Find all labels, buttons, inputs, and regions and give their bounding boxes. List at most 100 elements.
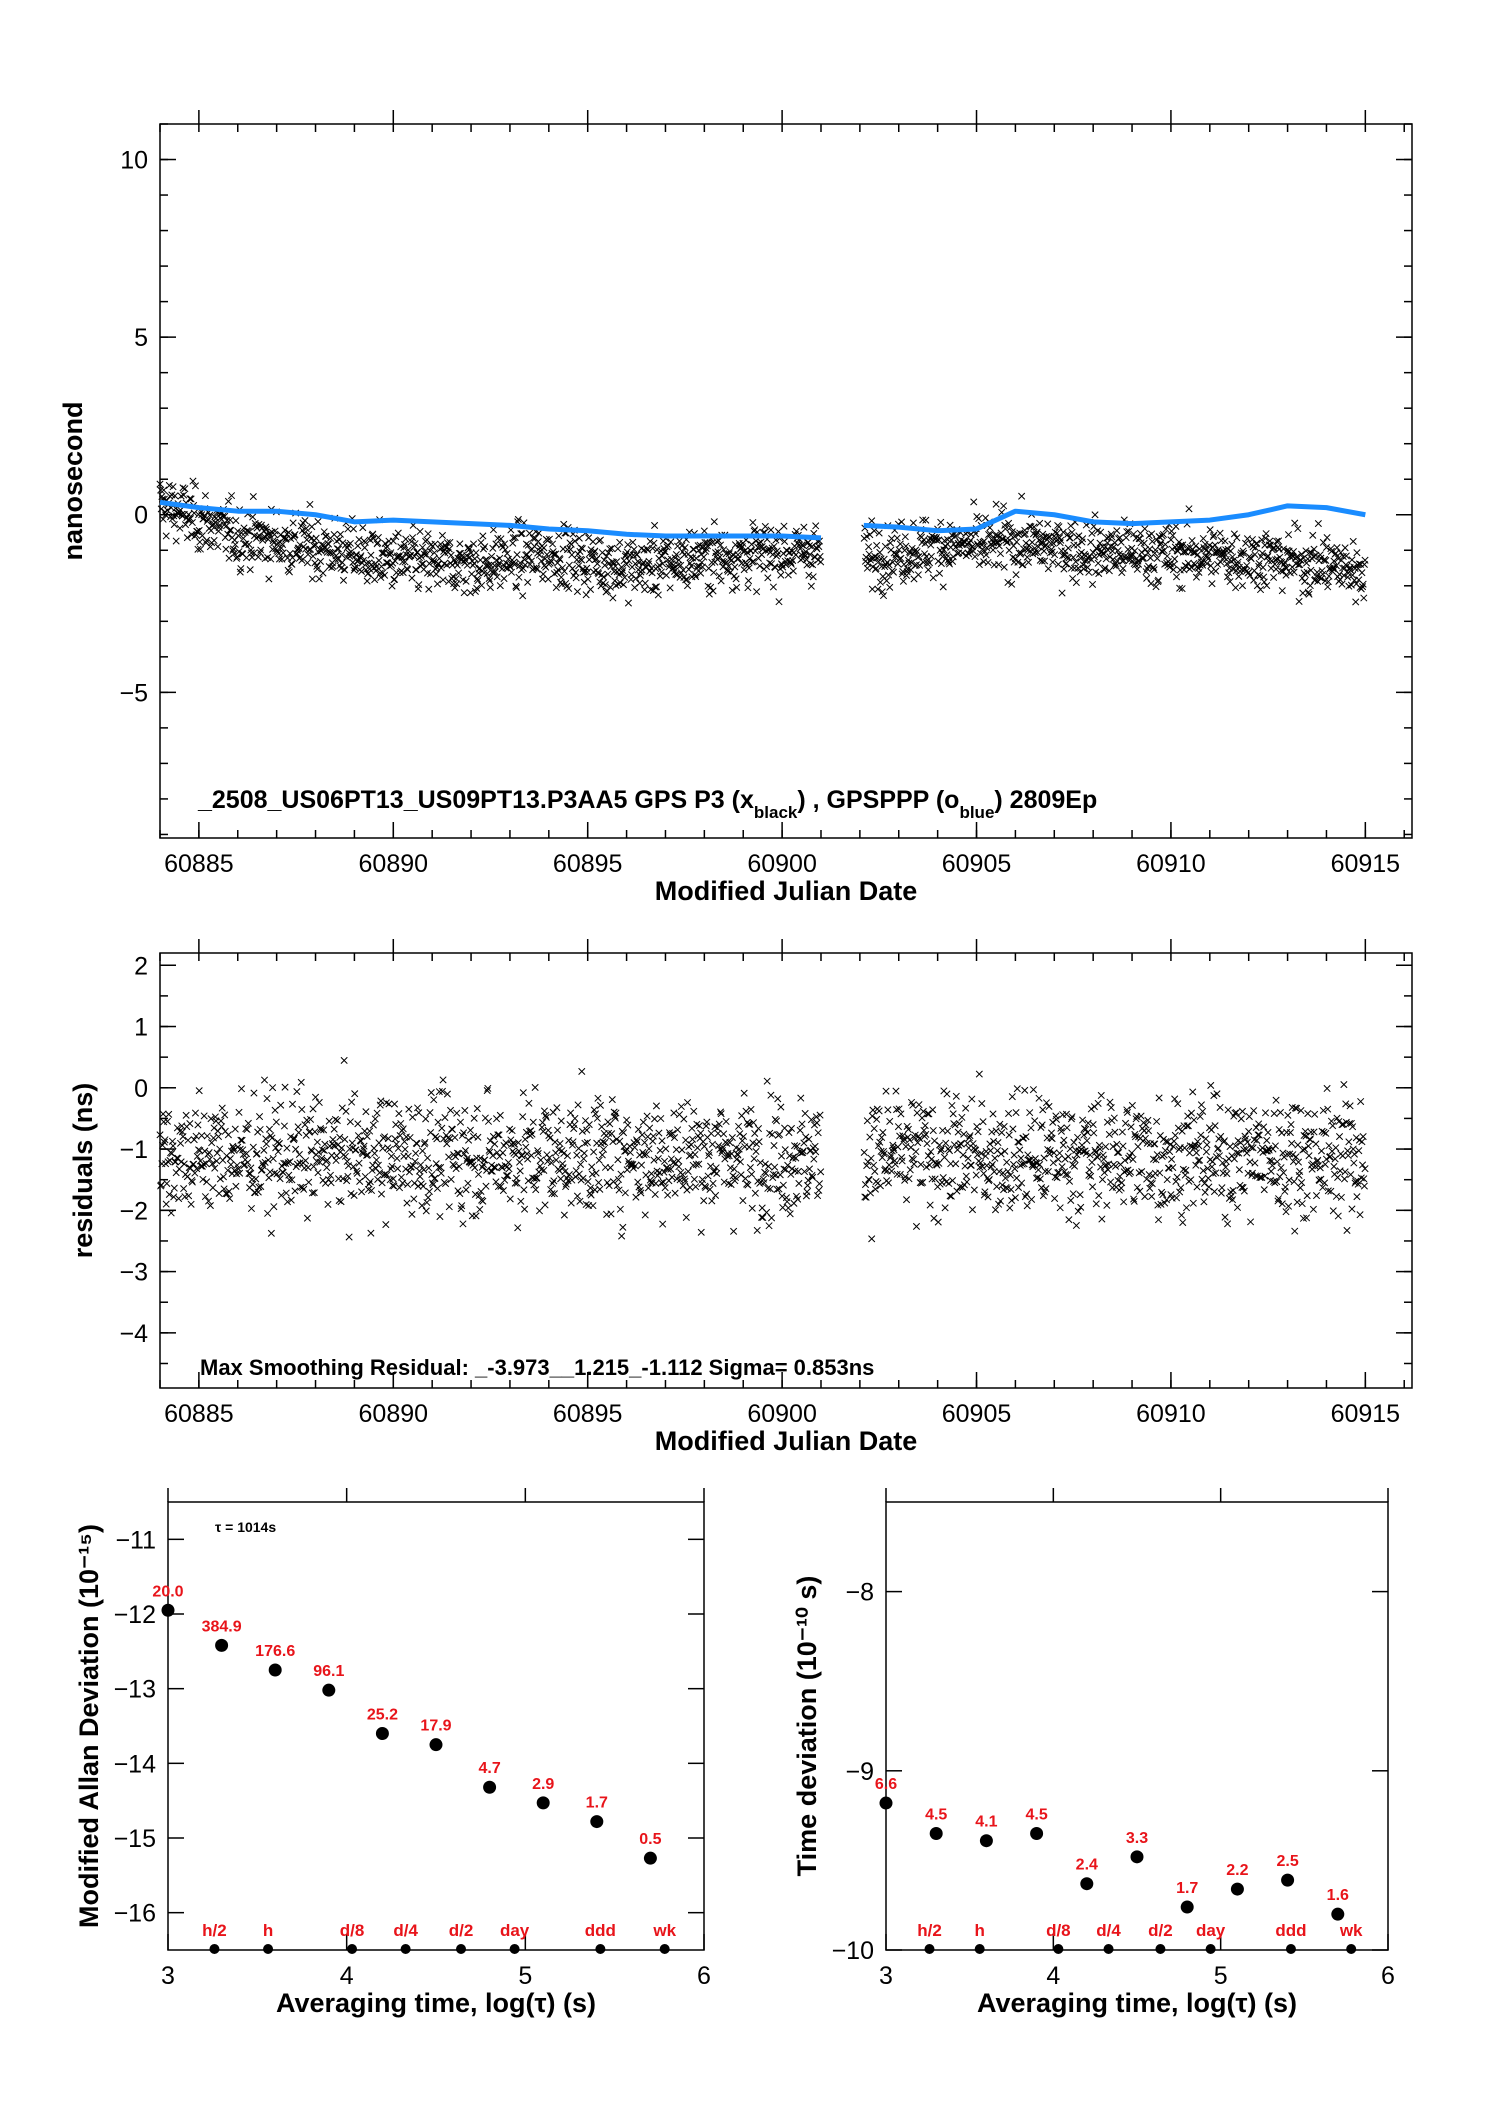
- x-point: [260, 1076, 269, 1084]
- x-point: [1079, 535, 1087, 543]
- x-point: [303, 559, 311, 567]
- x-point: [316, 1158, 324, 1166]
- x-point: [751, 547, 759, 555]
- x-point: [1230, 1155, 1238, 1163]
- x-point: [1011, 1165, 1019, 1173]
- x-point: [291, 1187, 299, 1195]
- x-point: [889, 558, 897, 566]
- x-point: [341, 1135, 349, 1143]
- x-point: [1034, 549, 1042, 557]
- x-point: [608, 1096, 616, 1104]
- x-point: [1122, 534, 1130, 542]
- x-point: [178, 510, 186, 518]
- x-point: [1275, 1195, 1283, 1203]
- x-point: [249, 513, 257, 521]
- x-point: [730, 1227, 738, 1235]
- x-point: [961, 1162, 969, 1170]
- x-point: [1074, 1133, 1082, 1141]
- x-point: [1079, 1116, 1087, 1124]
- marker-dot: [595, 1944, 606, 1954]
- x-point: [702, 547, 710, 555]
- x-point: [502, 1139, 510, 1147]
- x-point: [544, 1157, 552, 1166]
- x-point: [466, 589, 474, 597]
- x-point: [1256, 586, 1265, 594]
- x-point: [508, 1127, 516, 1135]
- x-point: [1030, 523, 1038, 531]
- x-point: [363, 577, 371, 585]
- x-point: [574, 1101, 582, 1109]
- x-point: [483, 1087, 491, 1095]
- y-tick-label: −10: [832, 1937, 874, 1965]
- x-point: [242, 1150, 251, 1158]
- x-point: [1096, 539, 1104, 547]
- x-point: [250, 1089, 258, 1097]
- marker-dot: [924, 1944, 935, 1954]
- x-point: [740, 1089, 748, 1097]
- x-point: [1163, 1176, 1171, 1184]
- x-point: [425, 585, 433, 593]
- x-point: [1120, 1198, 1128, 1206]
- x-point: [394, 1165, 402, 1173]
- x-point: [1051, 1194, 1059, 1203]
- x-point: [450, 580, 458, 588]
- x-point: [371, 1115, 379, 1123]
- y-axis-label: Time deviation (10⁻¹⁰ s): [792, 1576, 822, 1877]
- x-point: [933, 536, 941, 544]
- x-point: [1358, 1161, 1367, 1169]
- x-point: [1021, 530, 1029, 538]
- x-point: [1036, 1161, 1044, 1169]
- x-point: [1318, 1127, 1326, 1135]
- x-point: [318, 1146, 326, 1154]
- x-point: [692, 573, 700, 581]
- x-point: [400, 541, 409, 549]
- x-point: [980, 1169, 988, 1178]
- marker-dot: [400, 1944, 411, 1954]
- x-point: [1195, 1156, 1204, 1164]
- x-point: [625, 557, 633, 565]
- x-point: [200, 1112, 208, 1120]
- x-point: [1042, 1185, 1050, 1193]
- x-point: [225, 1187, 233, 1195]
- x-point: [997, 1150, 1005, 1158]
- x-point: [330, 1125, 338, 1133]
- x-point: [1239, 547, 1247, 555]
- x-point: [343, 1177, 351, 1185]
- x-point: [446, 1106, 455, 1114]
- x-point: [419, 560, 427, 568]
- x-point: [1194, 1157, 1202, 1165]
- x-point: [497, 1182, 505, 1190]
- x-point: [746, 1164, 754, 1172]
- y-tick-label: −5: [119, 679, 148, 707]
- x-point: [1250, 576, 1258, 584]
- x-point: [1149, 563, 1158, 571]
- x-point: [619, 1223, 627, 1231]
- x-point: [381, 1133, 389, 1141]
- x-point: [1106, 553, 1114, 561]
- x-point: [1004, 578, 1012, 587]
- x-point: [617, 1170, 625, 1178]
- x-axis-label: Modified Julian Date: [655, 876, 918, 906]
- x-point: [600, 1145, 608, 1153]
- x-point: [1199, 534, 1207, 543]
- x-point: [871, 1167, 879, 1176]
- y-axis-label: nanosecond: [58, 401, 88, 560]
- x-point: [386, 551, 394, 559]
- x-point: [371, 576, 379, 584]
- x-point: [637, 1161, 646, 1169]
- x-point: [1224, 1106, 1232, 1114]
- x-point: [491, 1140, 499, 1148]
- x-point: [1050, 1149, 1058, 1157]
- x-point: [752, 1147, 760, 1156]
- x-point: [894, 1123, 903, 1131]
- x-point: [1041, 542, 1049, 550]
- x-point: [416, 1173, 424, 1181]
- x-point: [1200, 1179, 1209, 1187]
- x-point: [191, 482, 200, 490]
- x-point: [208, 1139, 216, 1147]
- x-point: [315, 1148, 323, 1156]
- x-point: [937, 518, 945, 526]
- x-point: [1114, 1176, 1122, 1184]
- x-point: [912, 1222, 921, 1230]
- x-point: [1125, 1154, 1133, 1162]
